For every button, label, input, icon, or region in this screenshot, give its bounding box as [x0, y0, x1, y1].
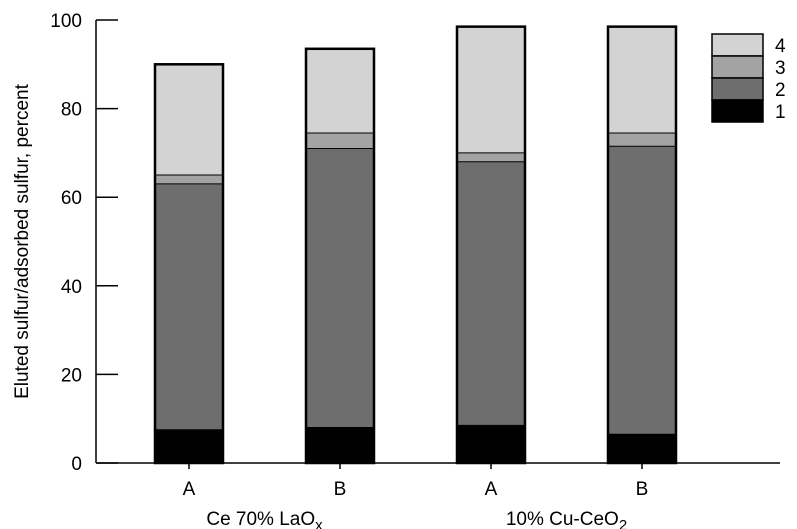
bar-segment-series-2-cat-1 — [306, 148, 374, 428]
y-tick-label: 40 — [61, 277, 82, 298]
group-label: 10% Cu-CeO2 — [506, 509, 627, 529]
category-label: B — [636, 479, 649, 500]
bar-segment-series-4-cat-3 — [608, 26, 676, 133]
y-axis-title: Eluted sulfur/adsorbed sulfur, percent — [12, 83, 33, 398]
group-labels-layer: Ce 70% LaOx 10% Cu-CeO2 — [206, 509, 627, 529]
legend-label-3: 3 — [775, 58, 786, 79]
category-label: A — [183, 479, 196, 500]
category-label: A — [485, 479, 498, 500]
bar-segment-series-3-cat-3 — [608, 132, 676, 147]
legend-swatch-1 — [711, 99, 764, 123]
y-tick-label: 20 — [61, 365, 82, 386]
bar-segment-series-2-cat-0 — [155, 183, 223, 430]
bar-segment-series-2-cat-2 — [457, 161, 525, 426]
legend-swatch-2 — [711, 77, 764, 101]
bar-segment-series-4-cat-2 — [457, 26, 525, 153]
y-tick-label: 100 — [50, 11, 82, 32]
bar-segment-series-3-cat-0 — [155, 175, 223, 184]
legend-swatch-4 — [711, 33, 764, 57]
y-tick-label: 80 — [61, 100, 82, 121]
bar-segment-series-4-cat-0 — [155, 64, 223, 176]
axes-layer — [95, 20, 780, 464]
group-label: Ce 70% LaOx — [206, 509, 323, 529]
y-tick-label: 0 — [71, 454, 82, 475]
bar-segment-series-3-cat-2 — [457, 152, 525, 162]
y-tick-label: 60 — [61, 188, 82, 209]
bar-segment-series-1-cat-2 — [457, 425, 525, 463]
bar-segment-series-2-cat-3 — [608, 146, 676, 435]
category-label: B — [334, 479, 347, 500]
bars-layer — [153, 25, 678, 465]
bar-segment-series-1-cat-3 — [608, 434, 676, 463]
bar-segment-series-4-cat-1 — [306, 48, 374, 133]
bar-segment-series-3-cat-1 — [306, 132, 374, 149]
legend-label-1: 1 — [775, 102, 786, 123]
legend-label-4: 4 — [775, 36, 786, 57]
bar-segment-series-1-cat-1 — [306, 427, 374, 463]
y-ticks-layer: 0 20 40 60 80 100 — [50, 11, 118, 475]
bar-segment-series-1-cat-0 — [155, 429, 223, 463]
legend-label-2: 2 — [775, 80, 786, 101]
legend-swatch-3 — [711, 55, 764, 79]
